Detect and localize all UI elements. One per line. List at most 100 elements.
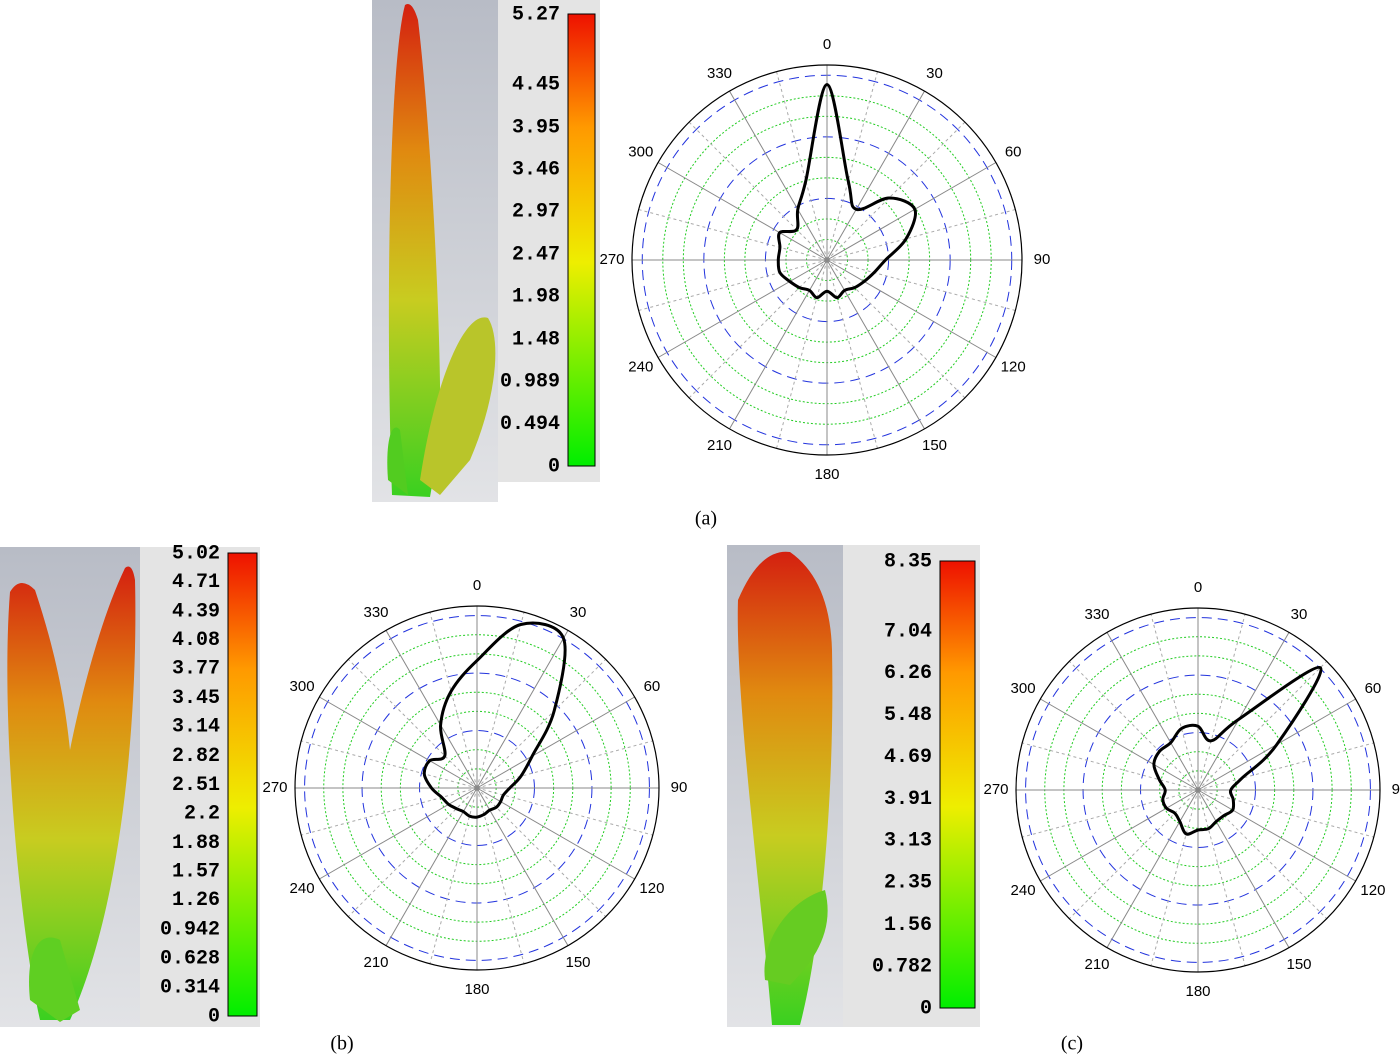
polar-spoke <box>1197 789 1328 920</box>
colorbar-tick-label: 4.08 <box>172 629 220 652</box>
angle-label: 330 <box>707 65 732 82</box>
colorbar-tick-label: 7.04 <box>884 620 932 643</box>
colorbar-tick-label: 0.628 <box>160 947 220 970</box>
polar-spoke <box>657 259 828 358</box>
angle-label: 0 <box>473 577 481 594</box>
polar-spoke <box>1150 789 1199 966</box>
polar-spoke <box>429 612 478 789</box>
caption: (b) <box>330 1033 353 1055</box>
polar-spoke <box>1197 789 1290 948</box>
pattern-curve <box>1152 666 1323 836</box>
angle-label: 180 <box>464 981 489 998</box>
colorbar-tick-label: 3.77 <box>172 658 220 681</box>
polar-spoke <box>1022 742 1199 791</box>
polar-spoke <box>688 259 828 399</box>
colorbar-tick-label: 3.46 <box>512 159 560 182</box>
angle-label: 330 <box>363 604 388 621</box>
polar-spoke <box>1022 789 1199 838</box>
polar-spoke <box>729 90 828 261</box>
angle-label: 210 <box>1084 956 1109 973</box>
polar-spoke <box>826 209 1016 261</box>
angle-label: 330 <box>1084 606 1109 623</box>
polar-frame <box>294 605 660 971</box>
angle-label: 120 <box>1360 882 1385 899</box>
polar-spoke <box>826 259 878 449</box>
polar-spoke <box>1197 632 1290 791</box>
angle-label: 90 <box>1392 781 1400 798</box>
polar-spoke <box>476 612 525 789</box>
polar-spoke <box>476 658 607 789</box>
polar-spoke <box>826 162 997 261</box>
polar-frame <box>631 64 1023 456</box>
colorbar-tick-label: 4.45 <box>512 74 560 97</box>
polar-spoke <box>347 787 478 918</box>
angle-label: 30 <box>570 604 587 621</box>
angle-label: 210 <box>707 437 732 454</box>
polar-spoke <box>826 259 925 430</box>
polar-spoke <box>1197 789 1374 838</box>
colorbar-tick-label: 0 <box>920 997 932 1020</box>
polar-spoke <box>301 740 478 789</box>
render-lobe <box>7 566 136 1020</box>
angle-label: 120 <box>639 880 664 897</box>
colorbar-tick-label: 2.51 <box>172 774 220 797</box>
colorbar-tick-label: 0.989 <box>500 370 560 393</box>
angle-label: 60 <box>644 678 661 695</box>
colorbar-tick-label: 4.71 <box>172 571 220 594</box>
colorbar-tick-label: 5.48 <box>884 704 932 727</box>
polar-spoke <box>1068 660 1199 791</box>
polar-spoke <box>385 630 478 789</box>
polar-spoke <box>319 787 478 880</box>
render-lobe <box>387 427 408 495</box>
colorbar-tick-label: 0 <box>208 1005 220 1028</box>
colorbar-tick-label: 3.13 <box>884 830 932 853</box>
polar-spoke <box>1150 614 1199 791</box>
colorbar-tick-label: 0.494 <box>500 413 560 436</box>
colorbar-tick-label: 3.14 <box>172 716 220 739</box>
polar-spoke <box>476 787 607 918</box>
colorbar-tick-label: 0.782 <box>872 955 932 978</box>
polar-spoke <box>1197 742 1374 791</box>
polar-spoke <box>347 658 478 789</box>
angle-label: 30 <box>926 65 943 82</box>
angle-label: 300 <box>290 678 315 695</box>
colorbar-tick-label: 3.45 <box>172 687 220 710</box>
polar-spoke <box>1106 632 1199 791</box>
polar-spoke <box>429 787 478 964</box>
angle-label: 150 <box>922 437 947 454</box>
polar-spoke <box>1040 789 1199 882</box>
polar-spoke <box>638 259 828 311</box>
polar-spoke <box>826 121 966 261</box>
colorbar <box>567 13 596 467</box>
pattern-curve <box>776 83 917 300</box>
polar-spoke <box>776 259 828 449</box>
angle-label: 150 <box>1286 956 1311 973</box>
polar-spoke <box>826 71 878 261</box>
angle-label: 180 <box>1185 983 1210 1000</box>
polar-spoke <box>319 696 478 789</box>
polar-spoke <box>826 259 1016 311</box>
angle-label: 240 <box>628 358 653 375</box>
polar-spoke <box>301 787 478 836</box>
angle-label: 210 <box>363 954 388 971</box>
polar-spoke <box>476 787 525 964</box>
angle-label: 270 <box>262 779 287 796</box>
caption: (a) <box>695 508 717 530</box>
polar-spoke <box>476 696 635 789</box>
colorbar-tick-label: 1.57 <box>172 860 220 883</box>
colorbar-tick-label: 1.56 <box>884 914 932 937</box>
colorbar-tick-label: 0 <box>548 455 560 478</box>
angle-label: 270 <box>599 251 624 268</box>
polar-spoke <box>688 121 828 261</box>
colorbar-tick-label: 0.942 <box>160 918 220 941</box>
colorbar-tick-label: 2.2 <box>184 802 220 825</box>
colorbar-tick-label: 4.69 <box>884 746 932 769</box>
render-lobe <box>388 4 441 497</box>
angle-label: 90 <box>1034 251 1051 268</box>
polar-spoke <box>638 209 828 261</box>
colorbar-tick-label: 2.97 <box>512 201 560 224</box>
polar-spoke <box>476 740 653 789</box>
colorbar-tick-label: 5.02 <box>172 542 220 565</box>
angle-label: 240 <box>290 880 315 897</box>
